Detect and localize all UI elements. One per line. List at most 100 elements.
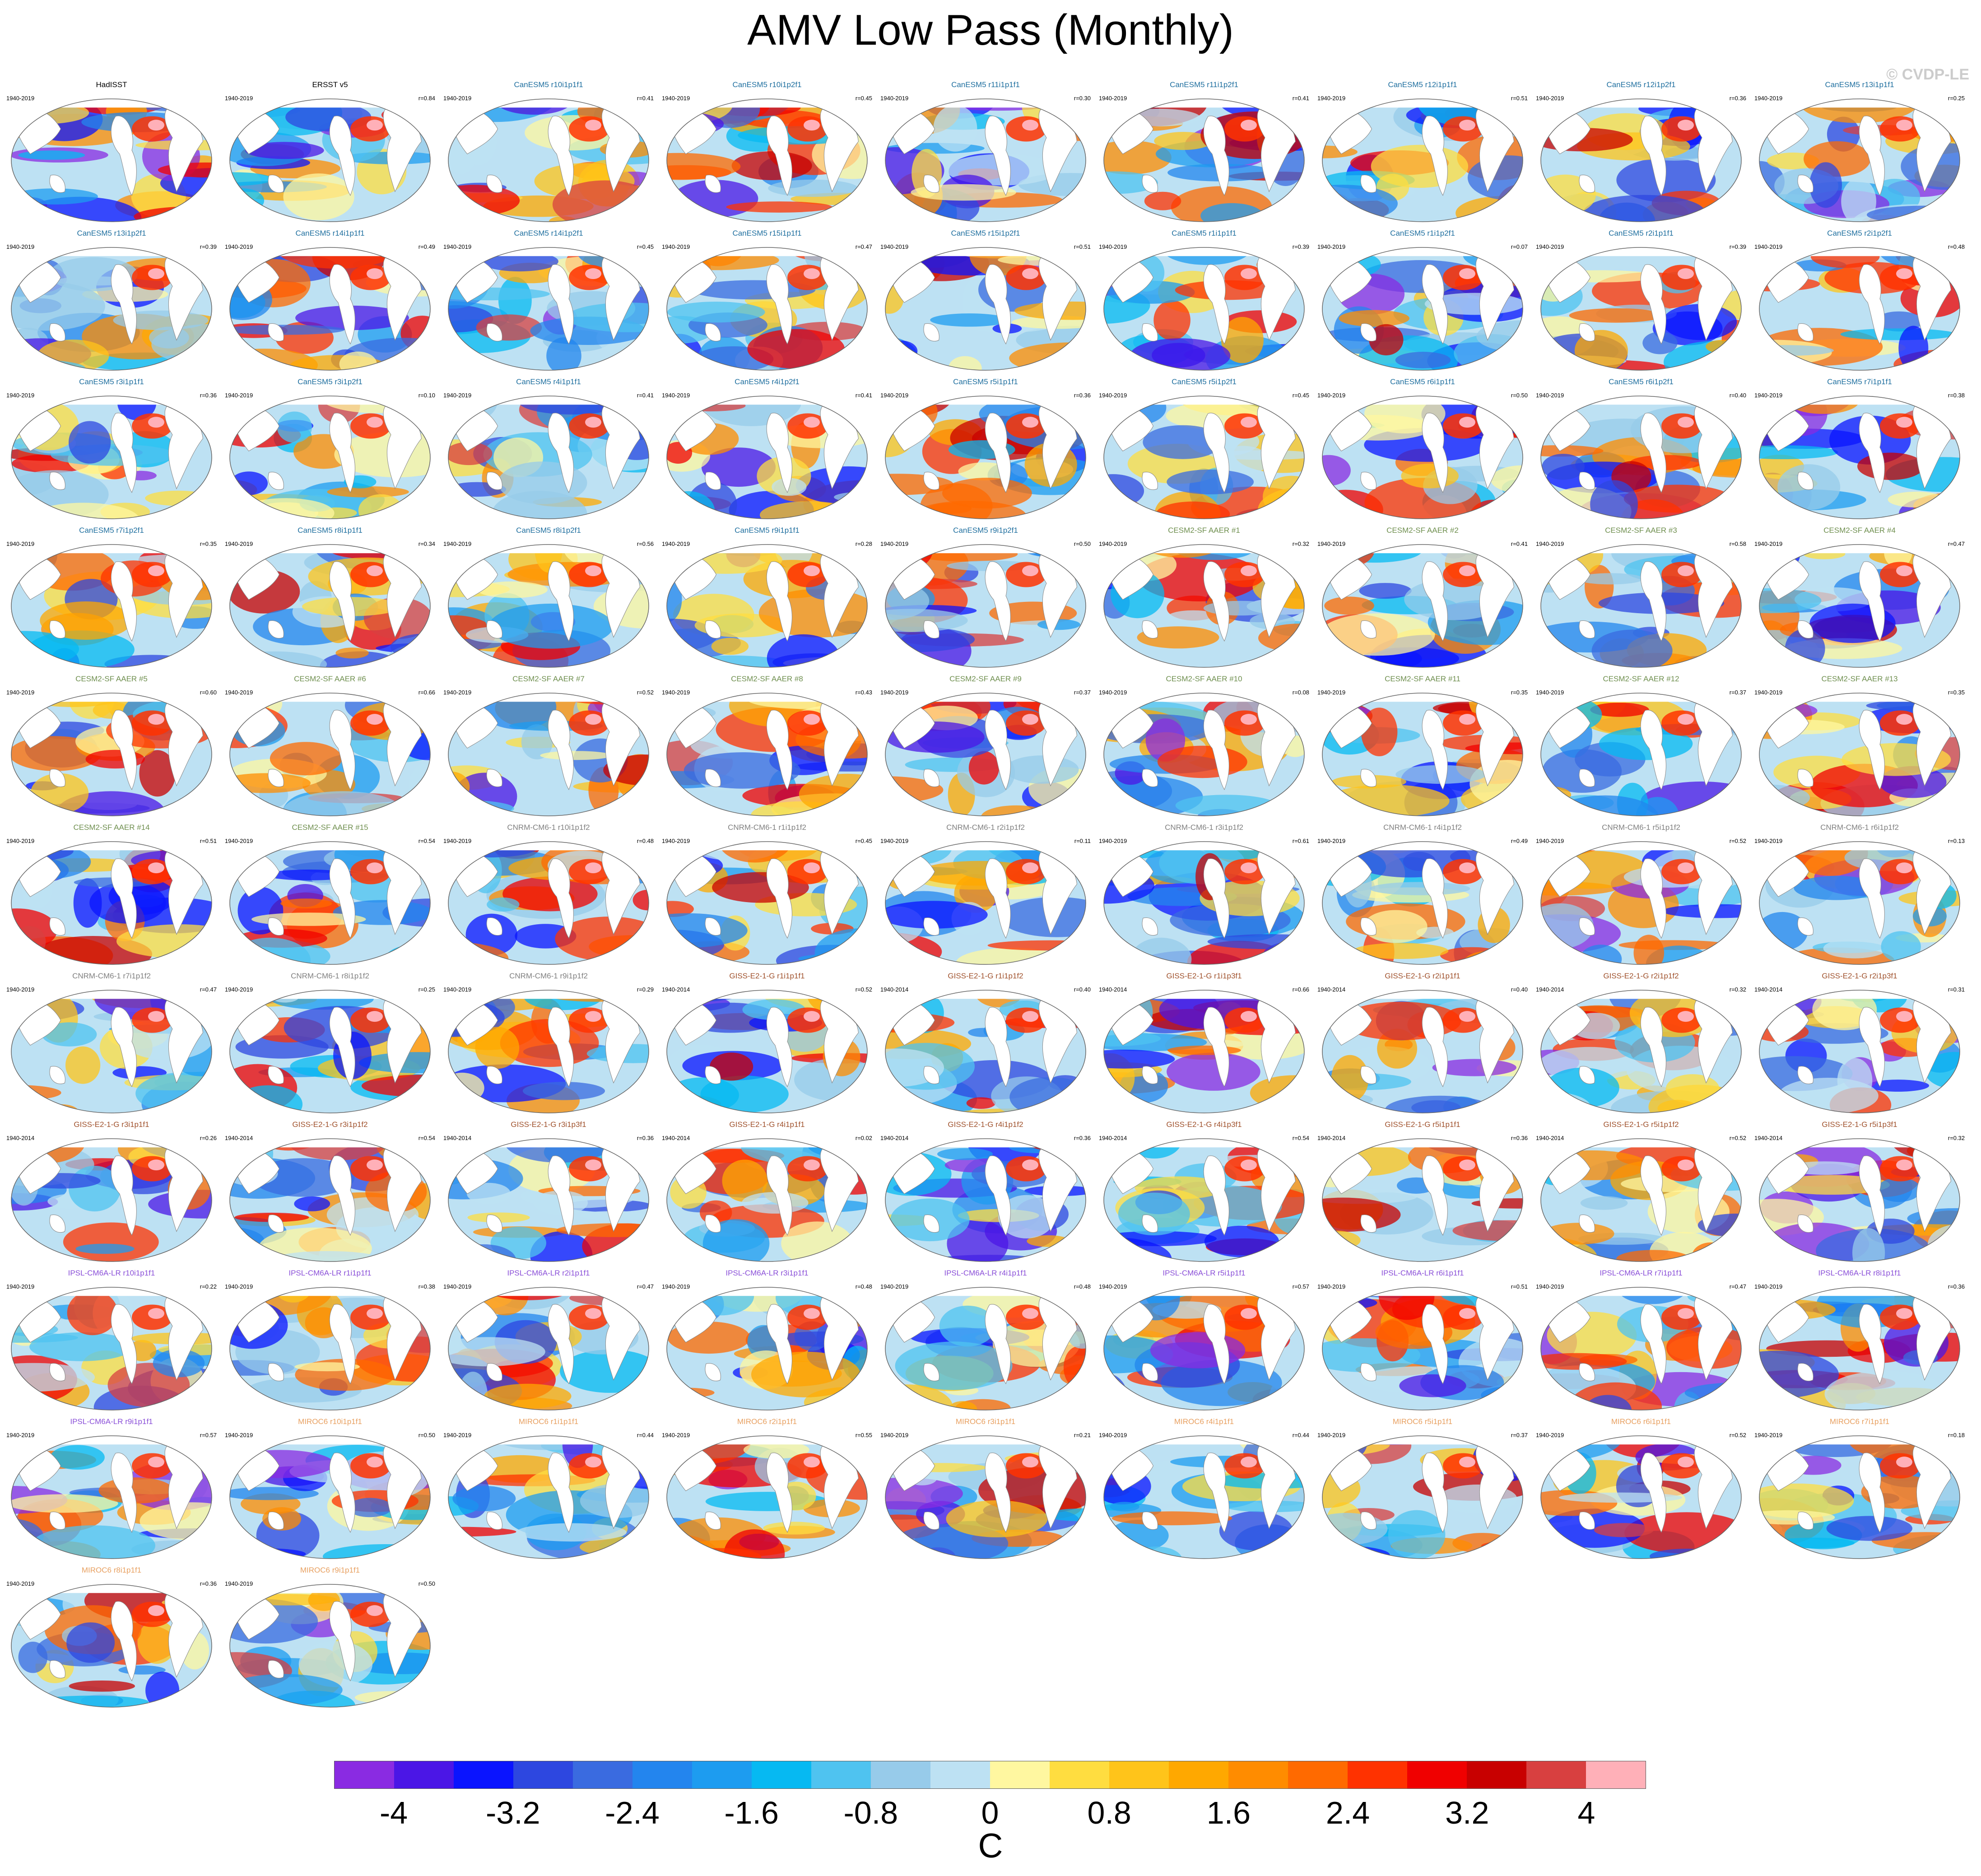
sst-map — [448, 990, 649, 1113]
panel-correlation: r=0.25 — [418, 986, 435, 993]
map-panel: GISS-E2-1-G r3i1p1f2 1940-2014 r=0.54 — [224, 1120, 436, 1266]
colorbar-tick-label: 0.8 — [1087, 1795, 1131, 1830]
map-panel: IPSL-CM6A-LR r1i1p1f1 1940-2019 r=0.38 — [224, 1269, 436, 1414]
map-panel: IPSL-CM6A-LR r7i1p1f1 1940-2019 r=0.47 — [1535, 1269, 1747, 1414]
colorbar-tick-label: -1.6 — [724, 1795, 779, 1830]
map-panel: CanESM5 r13i1p2f1 1940-2019 r=0.39 — [5, 229, 218, 374]
map-panel: CNRM-CM6-1 r8i1p1f2 1940-2019 r=0.25 — [224, 972, 436, 1117]
sst-map — [885, 693, 1086, 816]
sst-map — [1322, 990, 1523, 1113]
colorbar-tick-label: 0 — [981, 1795, 999, 1830]
panel-period: 1940-2019 — [1536, 838, 1564, 844]
colorbar-tick-label: 2.4 — [1325, 1795, 1370, 1830]
panel-title: MIROC6 r1i1p1f1 — [518, 1417, 579, 1426]
panel-correlation: r=0.35 — [200, 540, 217, 547]
panel-title: CESM2-SF AAER #5 — [75, 675, 148, 683]
sst-map — [885, 1138, 1086, 1262]
panel-period: 1940-2019 — [1317, 1432, 1346, 1438]
map-panel: GISS-E2-1-G r2i1p3f1 1940-2014 r=0.31 — [1753, 972, 1966, 1117]
map-panel: IPSL-CM6A-LR r6i1p1f1 1940-2019 r=0.51 — [1316, 1269, 1529, 1414]
panel-period: 1940-2014 — [443, 1135, 472, 1141]
sst-map — [885, 1435, 1086, 1559]
map-panel: CanESM5 r11i1p2f1 1940-2019 r=0.41 — [1098, 80, 1310, 226]
panel-period: 1940-2019 — [662, 243, 690, 250]
panel-title: CESM2-SF AAER #13 — [1821, 675, 1898, 683]
panel-title: CESM2-SF AAER #4 — [1823, 526, 1896, 535]
colorbar-tick-label: 3.2 — [1445, 1795, 1489, 1830]
sst-map — [1759, 396, 1960, 519]
panel-correlation: r=0.40 — [1511, 986, 1528, 993]
map-panel: MIROC6 r8i1p1f1 1940-2019 r=0.36 — [5, 1566, 218, 1711]
sst-map — [11, 544, 212, 668]
panel-period: 1940-2019 — [1317, 689, 1346, 696]
sst-map — [666, 693, 868, 816]
panel-title: CanESM5 r3i1p2f1 — [298, 377, 363, 386]
panel-title: CanESM5 r10i1p1f1 — [514, 80, 583, 89]
panel-period: 1940-2019 — [6, 392, 35, 399]
panel-correlation: r=0.32 — [1292, 540, 1309, 547]
sst-map — [448, 1287, 649, 1410]
sst-map — [229, 841, 431, 965]
sst-map — [1759, 841, 1960, 965]
panel-correlation: r=0.52 — [1729, 1135, 1746, 1141]
sst-map — [1103, 247, 1305, 371]
panel-title: CNRM-CM6-1 r10i1p1f2 — [507, 823, 590, 832]
panel-title: GISS-E2-1-G r3i1p3f1 — [511, 1120, 586, 1129]
panel-correlation: r=0.32 — [1729, 986, 1746, 993]
panel-correlation: r=0.41 — [637, 95, 654, 102]
panel-correlation: r=0.41 — [855, 392, 872, 399]
panel-title: CanESM5 r9i1p2f1 — [953, 526, 1018, 535]
map-panel: CanESM5 r6i1p1f1 1940-2019 r=0.50 — [1316, 377, 1529, 523]
panel-title: HadISST — [96, 80, 127, 89]
panel-period: 1940-2019 — [880, 243, 909, 250]
sst-map — [885, 544, 1086, 668]
panel-title: CESM2-SF AAER #7 — [512, 675, 585, 683]
panel-correlation: r=0.49 — [418, 243, 435, 250]
panel-period: 1940-2014 — [1536, 1135, 1564, 1141]
sst-map — [229, 1584, 431, 1708]
panel-correlation: r=0.44 — [1292, 1432, 1309, 1438]
panel-correlation: r=0.41 — [637, 392, 654, 399]
colorbar-swatch — [394, 1761, 454, 1788]
panel-period: 1940-2019 — [225, 838, 253, 844]
panel-title: CNRM-CM6-1 r2i1p1f2 — [946, 823, 1025, 832]
panel-correlation: r=0.11 — [1074, 838, 1091, 844]
panel-period: 1940-2019 — [1536, 392, 1564, 399]
map-panel: GISS-E2-1-G r4i1p1f2 1940-2014 r=0.36 — [879, 1120, 1092, 1266]
panel-correlation: r=0.45 — [855, 95, 872, 102]
panel-title: CNRM-CM6-1 r9i1p1f2 — [509, 972, 588, 980]
map-panel: CESM2-SF AAER #4 1940-2019 r=0.47 — [1753, 526, 1966, 671]
map-panel: CanESM5 r14i1p1f1 1940-2019 r=0.49 — [224, 229, 436, 374]
panel-title: IPSL-CM6A-LR r9i1p1f1 — [70, 1417, 153, 1426]
panel-title: MIROC6 r9i1p1f1 — [300, 1566, 360, 1574]
map-panel: IPSL-CM6A-LR r8i1p1f1 1940-2019 r=0.36 — [1753, 1269, 1966, 1414]
map-panel: CanESM5 r1i1p2f1 1940-2019 r=0.07 — [1316, 229, 1529, 374]
panel-period: 1940-2019 — [225, 1432, 253, 1438]
map-panel: GISS-E2-1-G r3i1p1f1 1940-2014 r=0.26 — [5, 1120, 218, 1266]
map-panel: CNRM-CM6-1 r10i1p1f2 1940-2019 r=0.48 — [442, 823, 655, 968]
map-panel: CNRM-CM6-1 r9i1p1f2 1940-2019 r=0.29 — [442, 972, 655, 1117]
panel-title: GISS-E2-1-G r5i1p1f2 — [1603, 1120, 1679, 1129]
sst-map — [885, 1287, 1086, 1410]
panel-period: 1940-2019 — [1099, 392, 1127, 399]
panel-title: CanESM5 r10i1p2f1 — [732, 80, 802, 89]
panel-period: 1940-2019 — [1536, 95, 1564, 102]
sst-map — [1103, 693, 1305, 816]
map-panel: CESM2-SF AAER #7 1940-2019 r=0.52 — [442, 675, 655, 820]
panel-correlation: r=0.25 — [1948, 95, 1965, 102]
panel-period: 1940-2014 — [1099, 1135, 1127, 1141]
colorbar-swatch — [1228, 1761, 1288, 1788]
panel-period: 1940-2019 — [1754, 1432, 1783, 1438]
map-panel: CanESM5 r4i1p1f1 1940-2019 r=0.41 — [442, 377, 655, 523]
panel-period: 1940-2019 — [662, 1283, 690, 1290]
colorbar-swatch — [752, 1761, 811, 1788]
panel-period: 1940-2019 — [1317, 392, 1346, 399]
panel-title: CanESM5 r11i1p1f1 — [951, 80, 1020, 89]
map-panel: MIROC6 r3i1p1f1 1940-2019 r=0.21 — [879, 1417, 1092, 1563]
map-panel: ERSST v5 1940-2019 r=0.84 — [224, 80, 436, 226]
map-panel: CanESM5 r13i1p1f1 1940-2019 r=0.25 — [1753, 80, 1966, 226]
map-panel: MIROC6 r4i1p1f1 1940-2019 r=0.44 — [1098, 1417, 1310, 1563]
sst-map — [229, 544, 431, 668]
sst-map — [885, 990, 1086, 1113]
panel-title: CanESM5 r4i1p2f1 — [735, 377, 800, 386]
